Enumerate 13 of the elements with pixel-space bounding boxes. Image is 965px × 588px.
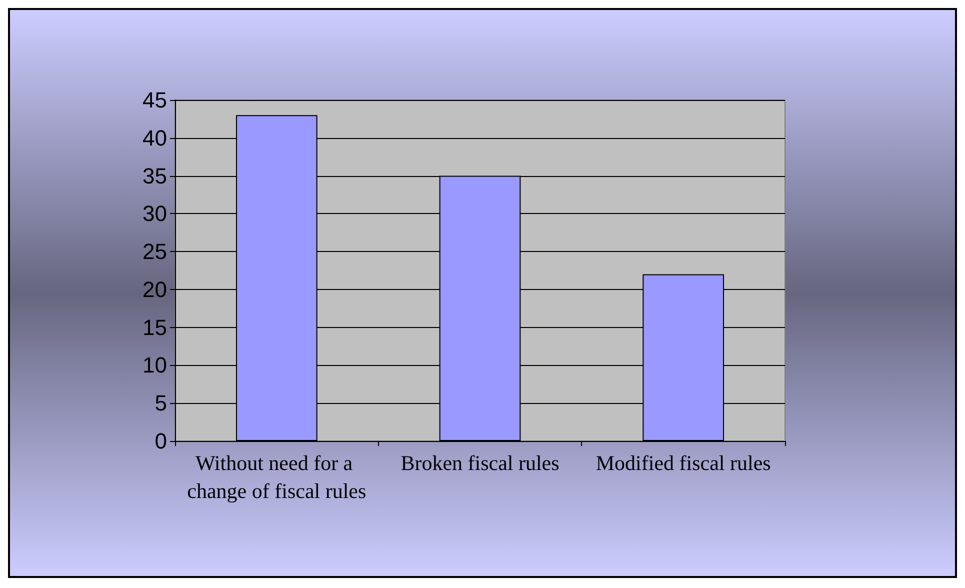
x-tick-label: Broken fiscal rules <box>400 451 560 475</box>
y-tick-label: 40 <box>142 125 167 150</box>
y-tick-label: 20 <box>142 276 167 302</box>
x-tick-label: Modified fiscal rules <box>596 451 771 475</box>
y-tick-label: 0 <box>154 428 167 454</box>
y-tick-label: 35 <box>142 163 167 188</box>
x-tick-label: Without need for a change of fiscal rules <box>187 451 366 503</box>
y-tick-label: 45 <box>142 88 167 112</box>
y-tick-label: 15 <box>142 314 167 340</box>
y-tick-label: 30 <box>142 201 167 226</box>
y-tick-label: 5 <box>154 390 167 416</box>
y-tick-label: 25 <box>142 239 167 264</box>
y-tick-label: 10 <box>142 352 167 378</box>
